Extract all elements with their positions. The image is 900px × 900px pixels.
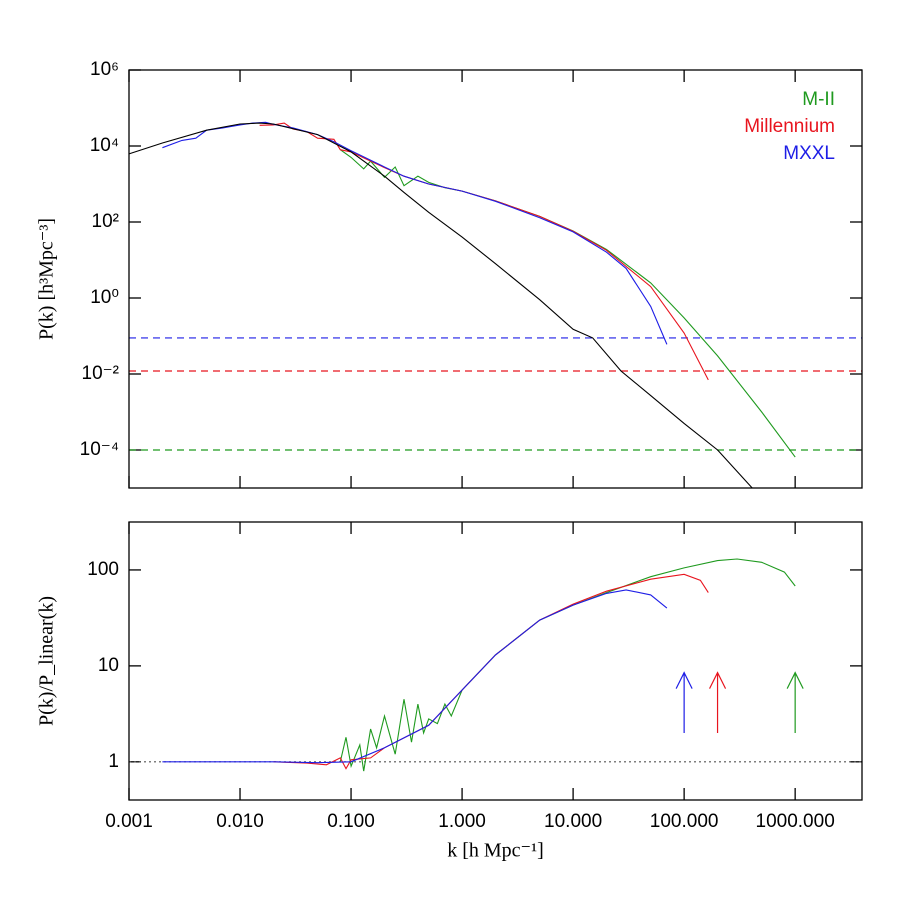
y-axis-label: P(k) [h³Mpc⁻³] (36, 218, 58, 340)
arrow (675, 671, 693, 733)
series-line (259, 122, 709, 381)
x-tick-label: 10.000 (544, 811, 602, 832)
y-tick-label: 10⁻⁴ (80, 439, 119, 460)
legend-entry: MXXL (783, 143, 835, 164)
legend-entry: M-II (802, 89, 835, 110)
arrow (709, 671, 727, 733)
y-tick-label: 10 (98, 655, 119, 676)
y-tick-label: 10⁰ (90, 287, 119, 308)
x-axis-label: k [h Mpc⁻¹] (447, 840, 544, 862)
y-tick-label: 10⁴ (90, 135, 119, 156)
y-axis-label: P(k)/P_linear(k) (36, 596, 58, 726)
series-line (273, 573, 709, 770)
y-tick-label: 1 (108, 751, 119, 772)
arrow (786, 671, 804, 733)
x-tick-label: 0.100 (327, 811, 375, 832)
x-tick-label: 100.000 (650, 811, 719, 832)
series-line (339, 558, 796, 772)
plot-frame (128, 69, 863, 489)
series-line (128, 122, 753, 489)
y-tick-label: 10² (92, 211, 119, 232)
y-tick-label: 100 (87, 559, 119, 580)
series-line (162, 589, 668, 764)
x-tick-label: 0.001 (105, 811, 153, 832)
y-tick-label: 10⁶ (90, 59, 119, 80)
series-line (162, 121, 668, 345)
legend-entry: Millennium (744, 116, 835, 137)
x-tick-label: 1000.000 (756, 811, 835, 832)
x-tick-label: 1.000 (438, 811, 486, 832)
y-tick-label: 10⁻² (82, 363, 120, 384)
x-tick-label: 0.010 (216, 811, 264, 832)
plot-frame (128, 521, 863, 801)
